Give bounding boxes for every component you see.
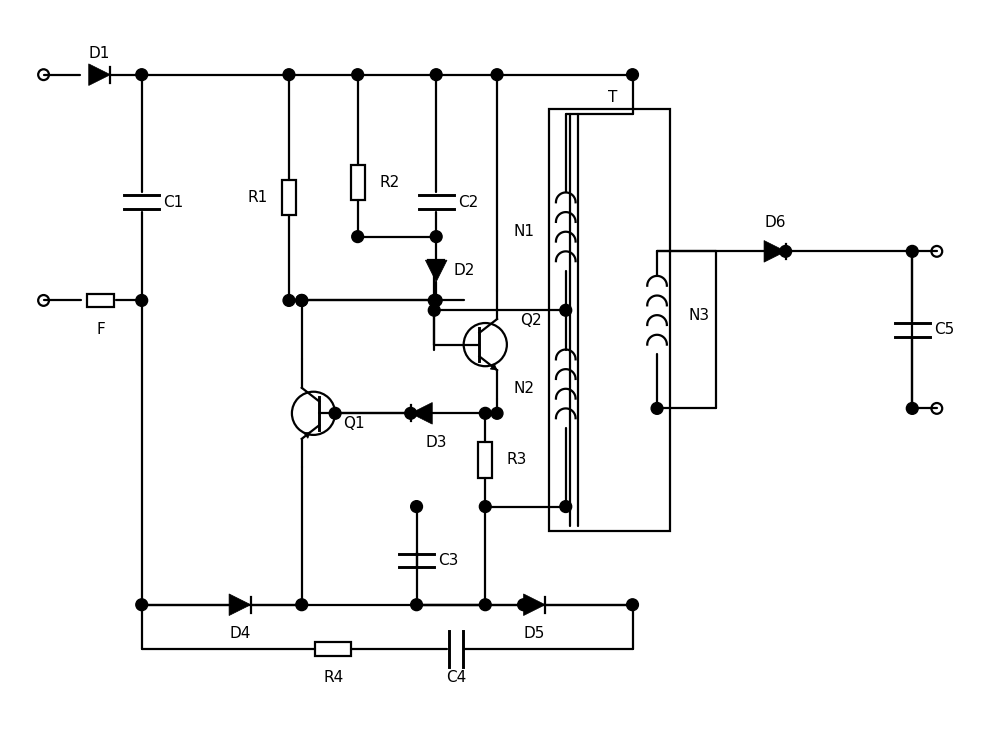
Text: D1: D1	[89, 45, 110, 60]
Text: D3: D3	[425, 435, 447, 450]
Circle shape	[411, 599, 422, 611]
Circle shape	[627, 69, 638, 81]
Bar	[87, 294, 114, 307]
Bar	[351, 165, 365, 201]
Circle shape	[430, 295, 442, 306]
Circle shape	[283, 295, 295, 306]
Circle shape	[479, 501, 491, 513]
Circle shape	[651, 403, 663, 414]
Polygon shape	[425, 260, 447, 282]
Text: C5: C5	[934, 323, 954, 337]
Bar	[315, 642, 351, 656]
Circle shape	[430, 231, 442, 243]
Bar	[478, 443, 492, 477]
Circle shape	[352, 231, 364, 243]
Text: D6: D6	[764, 215, 786, 230]
Circle shape	[491, 407, 503, 419]
Text: N1: N1	[513, 224, 534, 239]
Circle shape	[780, 246, 792, 257]
Polygon shape	[89, 64, 110, 85]
Circle shape	[906, 403, 918, 414]
Text: R4: R4	[323, 670, 343, 685]
Text: C3: C3	[438, 553, 459, 568]
Text: N2: N2	[513, 382, 534, 397]
Circle shape	[136, 295, 148, 306]
Text: R3: R3	[507, 452, 527, 467]
Text: D4: D4	[229, 627, 251, 642]
Circle shape	[560, 501, 572, 513]
Circle shape	[479, 407, 491, 419]
Circle shape	[491, 69, 503, 81]
Bar	[549, 109, 670, 531]
Text: D2: D2	[454, 263, 475, 278]
Circle shape	[296, 295, 308, 306]
Text: F: F	[96, 322, 105, 337]
Text: N3: N3	[688, 308, 710, 323]
Text: T: T	[608, 90, 618, 105]
Circle shape	[283, 69, 295, 81]
Bar	[282, 179, 296, 215]
Circle shape	[296, 599, 308, 611]
Text: R2: R2	[379, 175, 400, 190]
Circle shape	[136, 69, 148, 81]
Circle shape	[329, 407, 341, 419]
Circle shape	[296, 295, 308, 306]
Text: D5: D5	[524, 627, 545, 642]
Circle shape	[906, 246, 918, 257]
Text: Q1: Q1	[343, 415, 365, 431]
Polygon shape	[524, 594, 545, 615]
Text: C2: C2	[458, 195, 478, 210]
Circle shape	[136, 599, 148, 611]
Circle shape	[411, 501, 422, 513]
Polygon shape	[304, 432, 311, 438]
Polygon shape	[229, 594, 251, 615]
Polygon shape	[490, 364, 497, 370]
Text: R1: R1	[247, 190, 267, 205]
Circle shape	[428, 295, 440, 306]
Polygon shape	[764, 241, 786, 262]
Text: Q2: Q2	[520, 313, 541, 327]
Text: C1: C1	[163, 195, 184, 210]
Circle shape	[430, 69, 442, 81]
Circle shape	[518, 599, 529, 611]
Circle shape	[479, 599, 491, 611]
Circle shape	[560, 305, 572, 316]
Circle shape	[405, 407, 417, 419]
Circle shape	[352, 69, 364, 81]
Circle shape	[428, 305, 440, 316]
Circle shape	[627, 599, 638, 611]
Polygon shape	[411, 403, 432, 424]
Text: C4: C4	[446, 670, 466, 685]
